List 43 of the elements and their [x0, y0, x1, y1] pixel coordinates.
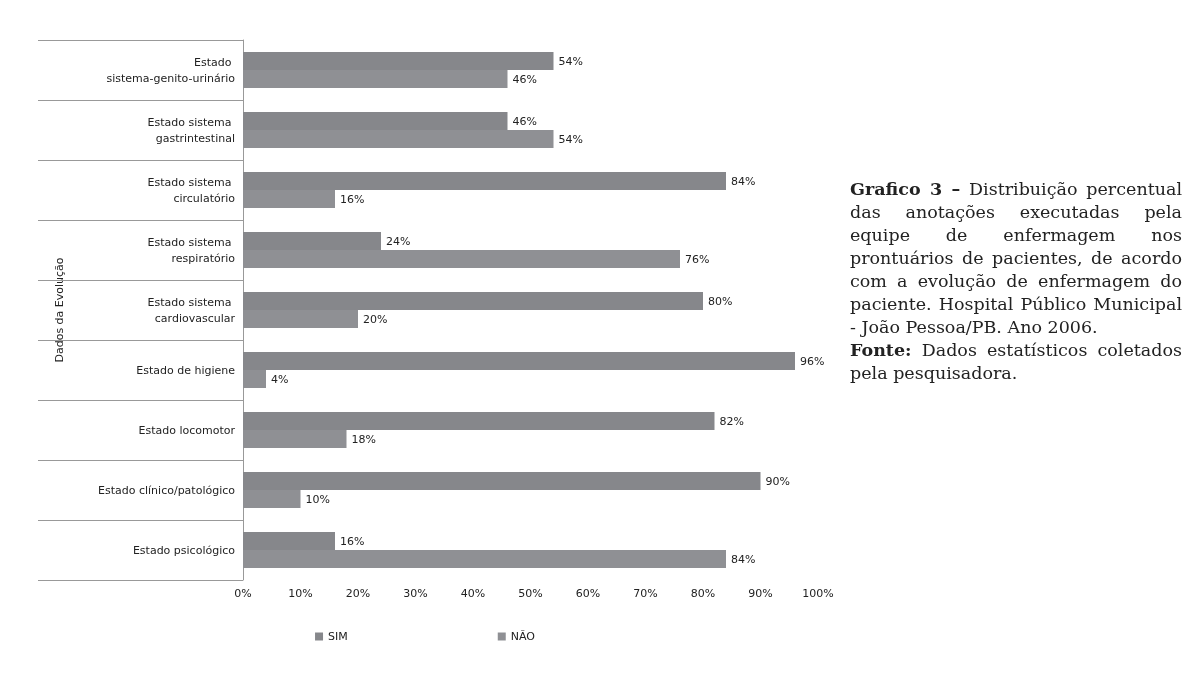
data-label: 46% — [512, 72, 537, 86]
legend-label: SIM — [328, 630, 348, 643]
legend-label: NÃO — [510, 630, 536, 643]
x-tick-label: 0% — [234, 587, 252, 600]
x-tick-label: 90% — [748, 587, 773, 600]
y-tick-label: Estado locomotor — [138, 423, 236, 437]
y-tick-label: Estado clínico/patológico — [98, 483, 236, 497]
y-tick-label: Estado psicológico — [132, 543, 236, 557]
data-label: 20% — [363, 312, 388, 326]
data-label: 46% — [512, 114, 537, 128]
x-tick-label: 60% — [575, 587, 601, 600]
data-label: 24% — [386, 234, 411, 248]
data-label: 16% — [340, 192, 365, 206]
data-label: 76% — [685, 252, 710, 266]
x-tick-label: 10% — [288, 587, 313, 600]
x-tick-label: 30% — [403, 587, 428, 600]
data-label: 96% — [800, 354, 825, 368]
data-label: 82% — [719, 414, 744, 428]
y-tick-label: Estado sistema respiratório — [147, 235, 236, 265]
text: Grafico 3 – Distribuição percentual das anotações executadas pela equipe de enfermagem nos prontuários de pacientes, de acordo com a evolução de enfermagem do paciente. Hospital Público Municipal - João Pessoa/PB. Ano 2006. — [850, 178, 1182, 339]
y-tick-label: Estado sistema-genito-urinário — [106, 55, 236, 85]
data-label: 90% — [765, 474, 790, 488]
x-tick-label: 80% — [690, 587, 716, 600]
x-tick-label: 70% — [633, 587, 658, 600]
data-label: 84% — [731, 174, 756, 188]
data-label: 54% — [558, 54, 583, 68]
data-label: 54% — [558, 132, 583, 146]
data-label: 80% — [708, 294, 733, 308]
x-tick-label: 40% — [460, 587, 486, 600]
x-tick-label: 20% — [345, 587, 371, 600]
y-tick-label: Estado de higiene — [136, 363, 236, 377]
data-label: 18% — [351, 432, 376, 446]
y-tick-label: Estado sistema gastrintestinal — [147, 115, 235, 145]
data-label: 84% — [731, 552, 756, 566]
data-label: 16% — [340, 534, 365, 548]
y-tick-label: Estado sistema circulatório — [147, 175, 236, 205]
data-label: 4% — [271, 372, 289, 386]
x-tick-label: 100% — [802, 587, 834, 600]
source-note: Fonte: Dados estatísticos coletados pela pesquisadora. — [850, 339, 1182, 385]
data-label: 10% — [305, 492, 330, 506]
y-tick-label: Estado sistema cardiovascular — [147, 295, 236, 325]
x-tick-label: 50% — [518, 587, 543, 600]
y-axis-title: Dados da Evolução — [53, 257, 66, 363]
